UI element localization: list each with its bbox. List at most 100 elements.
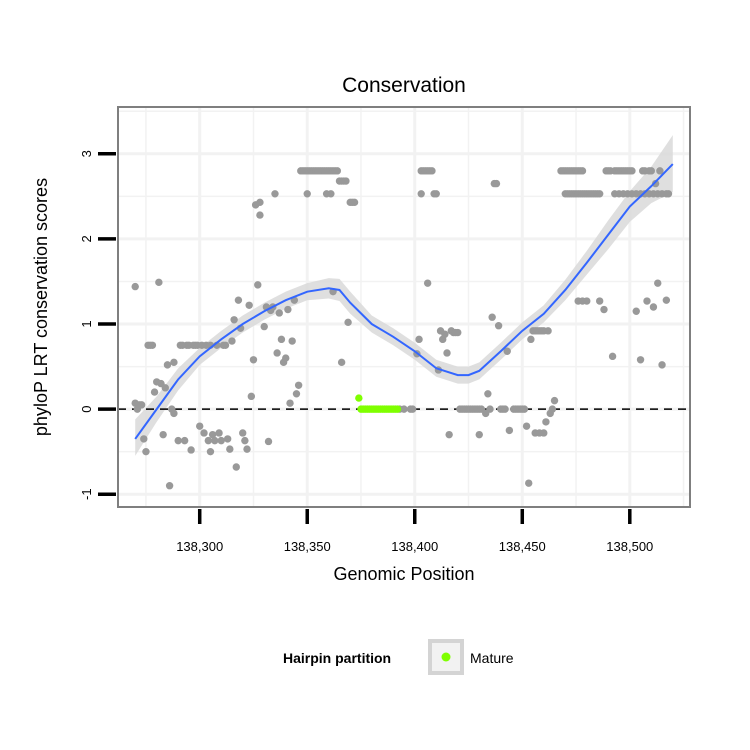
x-tick-label: 138,450 — [499, 539, 546, 554]
point-other — [662, 296, 671, 304]
point-other — [443, 349, 451, 357]
point-other — [150, 388, 159, 396]
point-other — [647, 167, 655, 175]
y-tick-label: 1 — [79, 320, 94, 327]
point-other — [475, 430, 483, 439]
point-other — [578, 167, 587, 175]
y-tick-label: 2 — [79, 235, 94, 242]
point-other — [423, 279, 432, 287]
point-other — [454, 328, 462, 337]
point-other — [180, 436, 189, 445]
point-other — [654, 279, 662, 287]
legend-key-mature-dot — [441, 652, 451, 662]
point-other — [540, 429, 548, 437]
point-other — [200, 429, 208, 437]
point-other — [277, 335, 286, 344]
point-other — [583, 297, 591, 305]
point-other — [643, 297, 651, 305]
x-axis: 138,300 138,350 138,400 138,450 138,500 — [176, 509, 653, 554]
point-other — [131, 282, 139, 291]
point-other — [211, 436, 219, 445]
chart-title: Conservation — [342, 74, 466, 97]
point-other — [415, 335, 423, 344]
point-other — [595, 297, 604, 305]
point-other — [234, 296, 243, 304]
point-other — [484, 390, 492, 398]
point-other — [651, 179, 660, 188]
point-other — [286, 399, 294, 407]
point-other — [137, 401, 146, 409]
point-other — [632, 307, 640, 315]
data-points — [131, 167, 673, 490]
point-other — [600, 305, 608, 314]
point-other — [494, 322, 503, 330]
point-other — [327, 190, 335, 198]
y-tick-label: 3 — [79, 150, 94, 157]
point-mature — [393, 405, 402, 413]
point-other — [275, 309, 283, 317]
x-tick-label: 138,300 — [176, 539, 223, 554]
point-other — [303, 190, 311, 198]
point-other — [165, 482, 174, 490]
legend: Hairpin partition Mature — [283, 639, 514, 675]
point-other — [221, 341, 230, 349]
x-tick-label: 138,350 — [284, 539, 331, 554]
point-other — [140, 435, 148, 443]
y-axis-title: phyloP LRT conservation scores — [31, 178, 51, 436]
point-other — [445, 430, 453, 439]
point-other — [333, 167, 342, 175]
point-other — [428, 167, 436, 175]
point-other — [628, 167, 636, 175]
x-axis-title: Genomic Position — [333, 564, 474, 584]
point-other — [254, 281, 262, 289]
point-other — [264, 437, 273, 446]
point-other — [249, 356, 258, 364]
point-other — [344, 318, 352, 327]
point-other — [292, 390, 301, 398]
point-other — [488, 313, 496, 321]
point-other — [215, 429, 223, 437]
point-other — [260, 322, 268, 331]
point-other — [208, 430, 217, 439]
point-other — [245, 301, 253, 309]
point-other — [226, 445, 234, 453]
point-other — [161, 384, 170, 392]
point-other — [501, 405, 509, 413]
point-other — [163, 361, 172, 369]
point-other — [636, 356, 645, 364]
point-other — [217, 436, 225, 445]
point-other — [542, 418, 550, 426]
point-other — [271, 190, 279, 198]
point-other — [432, 190, 440, 198]
point-other — [441, 330, 449, 338]
y-tick-label: 0 — [79, 406, 94, 413]
point-other — [241, 436, 249, 445]
legend-title: Hairpin partition — [283, 650, 391, 666]
point-other — [247, 392, 256, 401]
loess-fit-line — [134, 163, 674, 440]
point-other — [204, 436, 213, 445]
point-other — [520, 405, 529, 413]
point-other — [187, 446, 195, 454]
point-other — [525, 479, 533, 487]
point-other — [408, 405, 417, 413]
point-other — [548, 405, 557, 413]
point-other — [492, 179, 501, 188]
x-tick-label: 138,400 — [391, 539, 438, 554]
point-other — [170, 409, 178, 418]
point-other — [350, 198, 359, 207]
point-other — [486, 405, 494, 413]
point-other — [417, 190, 425, 198]
point-other — [228, 337, 236, 345]
point-other — [288, 337, 296, 345]
point-other — [159, 430, 167, 439]
point-other — [284, 305, 292, 314]
point-other — [256, 198, 264, 207]
point-other — [550, 396, 559, 405]
point-other — [522, 422, 531, 430]
point-other — [230, 316, 238, 324]
point-other — [503, 347, 511, 355]
point-other — [256, 211, 264, 219]
point-other — [664, 190, 673, 198]
